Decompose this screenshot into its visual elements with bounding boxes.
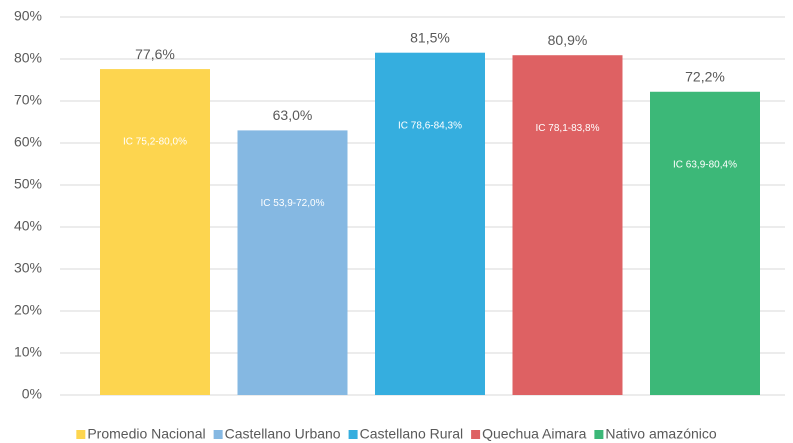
ci-label: IC 78,1-83,8% <box>536 123 600 134</box>
bar <box>512 55 623 395</box>
y-tick-label: 0% <box>22 386 42 402</box>
ci-label: IC 63,9-80,4% <box>673 159 737 170</box>
legend-swatch <box>594 430 604 439</box>
y-tick-label: 40% <box>14 218 42 234</box>
value-label: 80,9% <box>548 32 588 48</box>
bar <box>237 130 348 395</box>
y-tick-label: 70% <box>14 92 42 108</box>
bar <box>650 91 760 395</box>
ci-label: IC 75,2-80,0% <box>123 137 187 148</box>
value-label: 72,2% <box>685 68 725 84</box>
bar <box>375 52 485 395</box>
y-tick-label: 20% <box>14 302 42 318</box>
legend-label: Castellano Urbano <box>225 426 341 442</box>
legend-swatch <box>471 430 481 439</box>
legend-label: Promedio Nacional <box>87 426 205 442</box>
y-tick-label: 10% <box>14 344 42 360</box>
y-tick-label: 90% <box>14 8 42 24</box>
y-tick-label: 80% <box>14 50 42 66</box>
value-label: 77,6% <box>135 46 175 62</box>
value-label: 63,0% <box>273 107 313 123</box>
ci-label: IC 78,6-84,3% <box>398 120 462 131</box>
bar <box>100 69 210 395</box>
legend-label: Castellano Rural <box>360 426 464 442</box>
legend-swatch <box>213 430 223 439</box>
y-tick-label: 30% <box>14 260 42 276</box>
legend-label: Quechua Aimara <box>482 426 586 442</box>
legend-swatch <box>76 430 86 439</box>
value-label: 81,5% <box>410 29 450 45</box>
ci-label: IC 53,9-72,0% <box>261 198 325 209</box>
legend-label: Nativo amazónico <box>605 426 716 442</box>
legend-swatch <box>348 430 358 439</box>
y-tick-label: 50% <box>14 176 42 192</box>
y-tick-label: 60% <box>14 134 42 150</box>
